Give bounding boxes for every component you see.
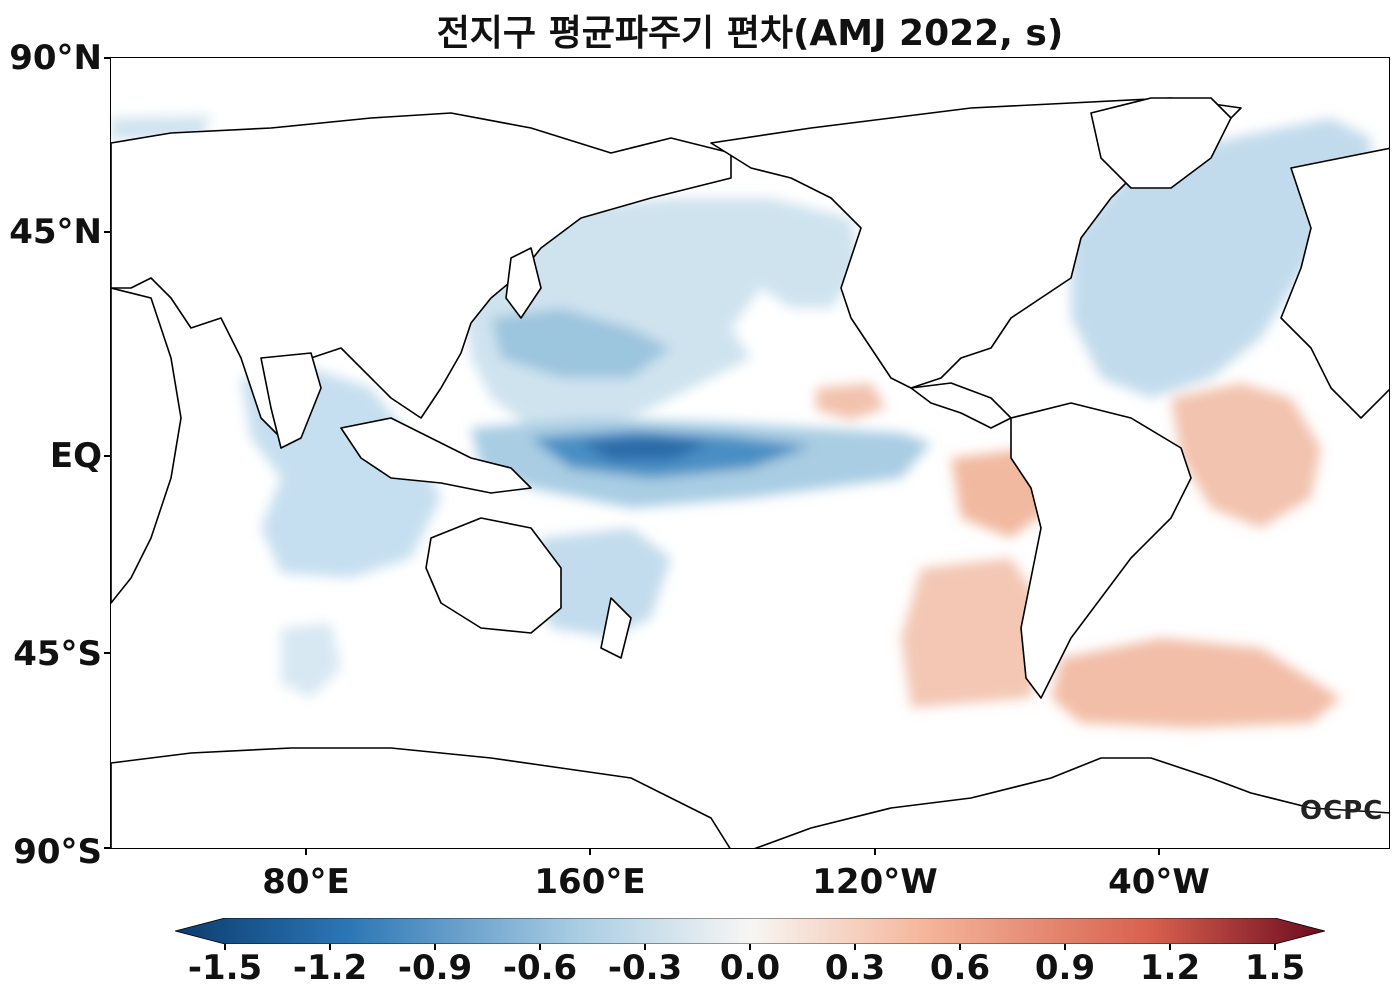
anomaly-fields	[111, 116, 1371, 728]
colorbar-label: 1.5	[1244, 948, 1306, 988]
lon-label-120w: 120°W	[812, 862, 938, 902]
lon-tick	[305, 849, 307, 855]
lat-label-eq: EQ	[49, 436, 102, 476]
coastlines	[111, 97, 1389, 848]
lat-label-45s: 45°S	[13, 634, 102, 674]
anomaly-tropical-atlantic	[1171, 383, 1321, 528]
colorbar-tick	[224, 944, 226, 950]
lat-tick	[104, 231, 110, 233]
anomaly-equatorial-pacific-center	[581, 436, 711, 460]
colorbar-tick	[854, 944, 856, 950]
land-antarctica-east	[754, 757, 1389, 848]
lon-tick	[1158, 849, 1160, 855]
lat-tick	[104, 847, 110, 849]
colorbar-tick	[1274, 944, 1276, 950]
lat-label-90s: 90°S	[13, 832, 102, 872]
anomaly-southern-atlantic	[1051, 638, 1341, 728]
colorbar-label: 0.3	[824, 948, 886, 988]
colorbar	[175, 918, 1325, 944]
land-europe-africa	[1280, 147, 1389, 419]
anomaly-north-pacific-core	[491, 308, 671, 378]
land-north-america	[710, 97, 1242, 389]
lon-tick	[589, 849, 591, 855]
colorbar-label: 0.9	[1034, 948, 1096, 988]
land-central-america	[910, 382, 1012, 429]
colorbar-label: 0.6	[929, 948, 991, 988]
colorbar-tick	[329, 944, 331, 950]
land-australia	[425, 517, 562, 634]
land-india	[260, 352, 322, 449]
lat-tick	[104, 57, 110, 59]
land-greenland	[1090, 97, 1232, 189]
lon-label-80e: 80°E	[262, 862, 350, 902]
colorbar-tick	[1169, 944, 1171, 950]
anomaly-south-indian	[281, 623, 341, 698]
colorbar-tick	[644, 944, 646, 950]
land-new-zealand	[600, 597, 632, 659]
colorbar-label: -1.5	[187, 948, 263, 988]
lon-label-40w: 40°W	[1108, 862, 1210, 902]
colorbar-tick	[749, 944, 751, 950]
ocpc-logo: OCPC	[1300, 796, 1384, 826]
anomaly-south-pacific	[901, 558, 1051, 708]
lon-tick	[874, 849, 876, 855]
colorbar-body	[175, 918, 1325, 944]
colorbar-label: 0.0	[719, 948, 781, 988]
colorbar-label: 1.2	[1139, 948, 1201, 988]
lat-tick	[104, 652, 110, 654]
lat-tick	[104, 455, 110, 457]
anomaly-tasman	[531, 528, 671, 638]
land-south-america	[1010, 402, 1192, 699]
colorbar-tick	[1064, 944, 1066, 950]
colorbar-label: -0.6	[502, 948, 578, 988]
colorbar-label: -0.3	[607, 948, 683, 988]
colorbar-label: -0.9	[397, 948, 473, 988]
lat-label-45n: 45°N	[9, 212, 102, 252]
lon-label-160e: 160°E	[534, 862, 646, 902]
anomaly-east-pacific-mexico	[816, 383, 886, 420]
land-africa-east	[111, 287, 182, 604]
map-area	[110, 57, 1390, 849]
land-indonesia	[340, 417, 532, 494]
colorbar-tick	[539, 944, 541, 950]
land-antarctica	[111, 747, 731, 848]
lat-label-90n: 90°N	[9, 38, 102, 78]
colorbar-tick	[959, 944, 961, 950]
land-japan	[505, 247, 542, 319]
wave-period-anomaly-map	[111, 97, 1389, 848]
colorbar-tick	[434, 944, 436, 950]
chart-title: 전지구 평균파주기 편차(AMJ 2022, s)	[436, 13, 1064, 54]
colorbar-label: -1.2	[292, 948, 368, 988]
